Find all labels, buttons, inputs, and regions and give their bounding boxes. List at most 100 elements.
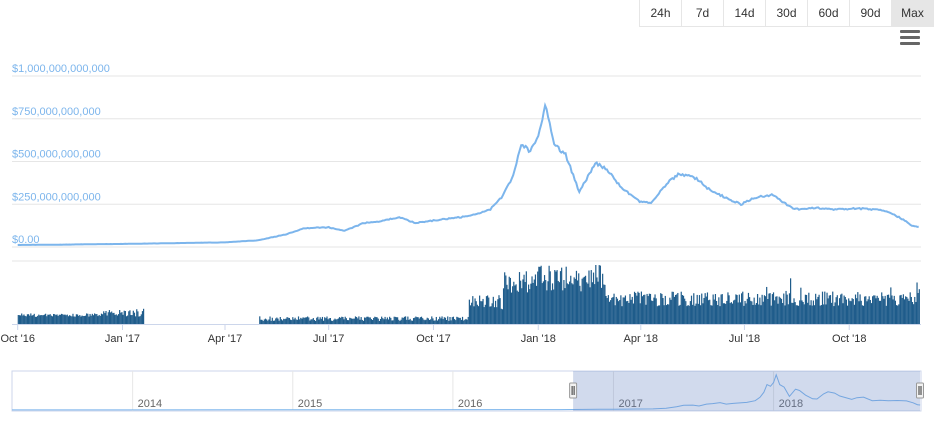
volume-bar — [573, 277, 575, 324]
volume-bar — [398, 319, 400, 324]
volume-bar — [55, 315, 57, 324]
volume-bar — [684, 298, 686, 324]
navigator-right-handle[interactable] — [916, 382, 924, 399]
volume-bar — [449, 317, 451, 324]
volume-bar — [468, 299, 470, 324]
volume-bar — [485, 296, 488, 324]
volume-bar — [711, 305, 713, 324]
volume-bar — [263, 319, 265, 324]
range-button-24h[interactable]: 24h — [640, 0, 682, 26]
volume-bar — [506, 284, 508, 324]
volume-bar — [291, 320, 293, 324]
volume-bar — [704, 293, 706, 324]
volume-bar — [318, 319, 320, 324]
volume-bar — [635, 292, 637, 324]
volume-bar — [505, 275, 507, 324]
volume-bar — [856, 298, 858, 324]
volume-bar — [639, 303, 641, 324]
range-button-7d[interactable]: 7d — [682, 0, 724, 26]
volume-bar — [411, 320, 414, 324]
volume-bar — [629, 294, 631, 324]
volume-bar — [621, 306, 623, 324]
range-button-90d[interactable]: 90d — [850, 0, 892, 26]
volume-bar — [555, 271, 557, 324]
volume-bar — [882, 296, 884, 324]
volume-bar — [324, 317, 326, 324]
volume-bar — [903, 299, 906, 324]
volume-bar — [492, 296, 494, 324]
volume-bar — [381, 316, 383, 324]
volume-bar — [443, 317, 445, 324]
volume-bar — [879, 300, 882, 324]
volume-bar — [799, 300, 801, 324]
navigator-left-handle[interactable] — [569, 382, 578, 399]
volume-bar — [747, 292, 750, 324]
volume-bar — [665, 305, 668, 324]
volume-bar — [892, 299, 894, 324]
volume-bar — [832, 291, 834, 324]
volume-bar — [559, 271, 562, 324]
volume-bar — [561, 267, 563, 324]
volume-bar — [334, 318, 336, 324]
volume-bar — [730, 302, 732, 324]
range-button-14d[interactable]: 14d — [724, 0, 766, 26]
volume-bar — [19, 315, 22, 324]
volume-bar — [700, 305, 702, 324]
volume-bar — [332, 320, 334, 324]
volume-bar — [813, 305, 816, 324]
volume-bar — [83, 315, 85, 324]
volume-bar — [918, 289, 920, 324]
volume-bar — [532, 282, 534, 324]
range-button-60d[interactable]: 60d — [808, 0, 850, 26]
volume-bar — [780, 298, 783, 324]
price-series-line — [17, 101, 919, 247]
volume-bar — [633, 291, 636, 324]
volume-bar — [534, 274, 537, 324]
volume-bar — [448, 320, 450, 324]
volume-bar — [277, 318, 279, 324]
volume-bar — [893, 295, 895, 324]
volume-bar — [480, 301, 482, 324]
volume-bar — [107, 312, 109, 324]
volume-bar — [386, 317, 388, 324]
volume-bar — [458, 317, 460, 324]
volume-bar — [446, 320, 448, 324]
x-tick-label: Jul '17 — [313, 333, 344, 345]
volume-bar — [540, 265, 542, 324]
volume-bar — [566, 283, 568, 324]
range-button-30d[interactable]: 30d — [766, 0, 808, 26]
volume-bar — [103, 311, 105, 324]
volume-bar — [766, 286, 768, 324]
volume-bar — [861, 305, 863, 324]
hamburger-menu-icon[interactable] — [900, 30, 920, 46]
volume-bar — [350, 318, 352, 324]
range-selector: 24h 7d 14d 30d 60d 90d Max — [639, 0, 934, 27]
volume-bar — [853, 304, 855, 324]
volume-bar — [741, 293, 743, 324]
volume-bar — [586, 282, 588, 324]
volume-bar — [643, 294, 645, 324]
volume-bar — [124, 311, 126, 324]
volume-bar — [302, 317, 304, 324]
volume-bar — [74, 316, 76, 324]
volume-bar — [915, 301, 917, 324]
range-button-max[interactable]: Max — [892, 0, 933, 26]
volume-bar — [786, 294, 788, 324]
volume-bar — [848, 298, 850, 324]
volume-bar — [122, 314, 124, 324]
volume-bar — [651, 300, 653, 324]
volume-bar — [885, 305, 887, 324]
volume-bar — [620, 295, 622, 324]
volume-bar — [509, 277, 511, 324]
volume-bar — [384, 316, 386, 324]
volume-bar — [860, 300, 862, 324]
volume-bar — [71, 316, 73, 324]
volume-bar — [712, 294, 714, 324]
volume-bar — [767, 299, 769, 324]
x-tick-label: Apr '18 — [624, 333, 659, 345]
volume-bar — [677, 292, 679, 324]
volume-bar — [758, 304, 760, 324]
volume-bar — [444, 317, 447, 324]
volume-bar — [812, 300, 814, 324]
volume-bar — [829, 295, 832, 324]
